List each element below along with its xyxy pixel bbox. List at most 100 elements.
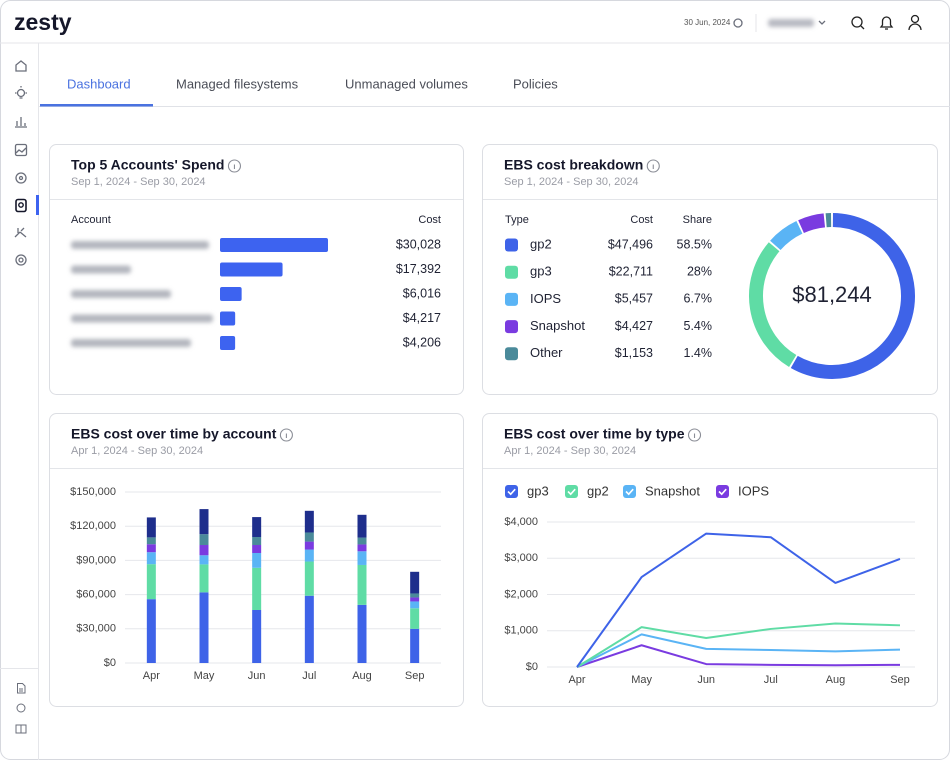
x-tick-label: May [631,674,652,686]
x-tick-label: Jun [248,670,266,682]
series-line [576,622,901,668]
logo[interactable]: zesty [14,9,72,35]
nav-insights[interactable] [15,86,27,99]
share-label: 28% [687,264,712,278]
nav-kubernetes[interactable] [15,172,27,184]
card-title: EBS cost breakdown [504,157,643,173]
legend-label: Snapshot [645,483,700,498]
y-tick-label: $30,000 [76,623,116,635]
y-tick-label: $4,000 [504,516,538,528]
bar-segment [357,564,367,605]
bell-icon[interactable] [879,16,894,30]
share-label: 6.7% [684,292,713,306]
account-name-redacted [71,290,171,298]
cost-label: $47,496 [608,237,653,251]
nav-optimize[interactable] [14,227,27,238]
bar-segment [410,628,420,663]
y-tick-label: $90,000 [76,554,116,566]
search-icon[interactable] [851,16,865,30]
bar-segment [146,517,156,538]
bar [220,287,242,301]
bar-segment [252,537,262,546]
cost-label: $22,711 [609,264,653,278]
date-info-icon [733,18,743,28]
share-label: 1.4% [684,346,713,360]
nav-guide[interactable] [15,724,27,734]
card-title: EBS cost over time by account [71,426,277,442]
cost-label: $4,427 [615,319,653,333]
series-line [576,532,901,668]
tab[interactable]: Dashboard [67,76,131,91]
legend-swatch [505,347,518,361]
column-header: Account [71,214,111,226]
y-tick-label: $2,000 [504,588,538,600]
legend-swatch [505,238,518,252]
legend-label: IOPS [738,483,769,498]
legend-checkbox[interactable] [565,485,578,498]
bar-segment [252,517,262,538]
info-icon [227,159,242,173]
legend-swatch [505,265,518,279]
y-tick-label: $1,000 [504,625,538,637]
tab[interactable]: Policies [513,76,558,91]
bar-segment [199,564,209,593]
checkmark [625,488,634,496]
x-tick-label: Aug [352,670,372,682]
tab[interactable]: Unmanaged volumes [345,76,468,91]
donut-segment [770,221,803,251]
bar [220,238,328,252]
value-label: $4,217 [403,311,441,325]
bar-segment [410,601,420,609]
bar-segment [252,567,262,610]
bar-segment [357,537,367,545]
info-icon [279,428,293,442]
bar-segment [304,549,314,562]
legend-checkbox[interactable] [716,485,729,498]
nav-charts[interactable] [14,143,28,157]
bar-segment [252,552,262,568]
cost-label: $1,153 [615,346,653,360]
type-label: gp2 [530,236,552,251]
bar-segment [199,509,209,535]
share-label: 58.5% [677,237,712,251]
type-label: Snapshot [530,318,585,333]
donut-segment [798,213,826,234]
legend-swatch [505,320,518,334]
bar-segment [304,595,314,663]
bar-segment [410,608,420,629]
account-selector[interactable] [768,19,814,27]
card-subtitle: Apr 1, 2024 - Sep 30, 2024 [71,445,203,457]
nav-settings[interactable] [15,254,27,266]
bar-segment [304,532,314,542]
account-name-redacted [71,339,191,347]
nav-support[interactable] [16,703,26,713]
share-label: 5.4% [684,319,713,333]
y-tick-label: $3,000 [504,552,538,564]
nav-docs[interactable] [17,683,26,694]
legend-checkbox[interactable] [505,485,518,498]
bar-segment [304,561,314,596]
card-title: Top 5 Accounts' Spend [71,157,224,173]
bar [220,311,236,326]
y-tick-label: $120,000 [70,520,116,532]
nav-storage[interactable] [15,198,27,213]
column-header: Cost [630,214,653,226]
checkmark [567,488,576,496]
nav-home[interactable] [15,60,27,72]
tab[interactable]: Managed filesystems [176,76,299,91]
user-icon[interactable] [908,14,922,31]
value-label: $17,392 [396,262,441,276]
x-tick-label: Sep [890,674,910,686]
checkmark [718,488,727,496]
legend-checkbox[interactable] [623,485,636,498]
legend-label: gp2 [587,483,609,498]
bar-segment [199,555,209,565]
bar [220,336,236,350]
bar-segment [357,604,367,663]
bar-segment [252,609,262,663]
y-tick-label: $150,000 [70,486,116,498]
card-subtitle: Sep 1, 2024 - Sep 30, 2024 [504,176,639,188]
card-subtitle: Apr 1, 2024 - Sep 30, 2024 [504,445,636,457]
x-tick-label: Jul [302,670,316,682]
nav-reports[interactable] [15,117,27,128]
